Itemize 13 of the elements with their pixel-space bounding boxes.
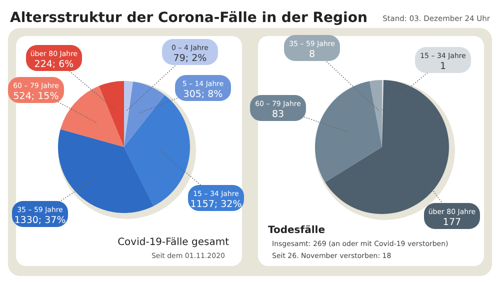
data-label: 224; 6%: [34, 59, 74, 70]
data-label: 177: [442, 217, 462, 228]
data-label: 524; 15%: [13, 91, 59, 102]
data-label: 8: [308, 49, 316, 60]
data-label: 1: [440, 61, 446, 72]
chart-title: Altersstruktur der Corona-Fälle in der Region: [10, 10, 368, 26]
text: Todesfälle: [268, 225, 326, 236]
data-label: 1157; 32%: [190, 199, 242, 210]
data-label: 79; 2%: [173, 53, 207, 64]
data-label: 83: [272, 109, 284, 120]
text: Covid-19-Fälle gesamt: [118, 237, 230, 248]
data-label: 1330; 37%: [14, 215, 66, 226]
data-label: 305; 8%: [183, 89, 223, 100]
